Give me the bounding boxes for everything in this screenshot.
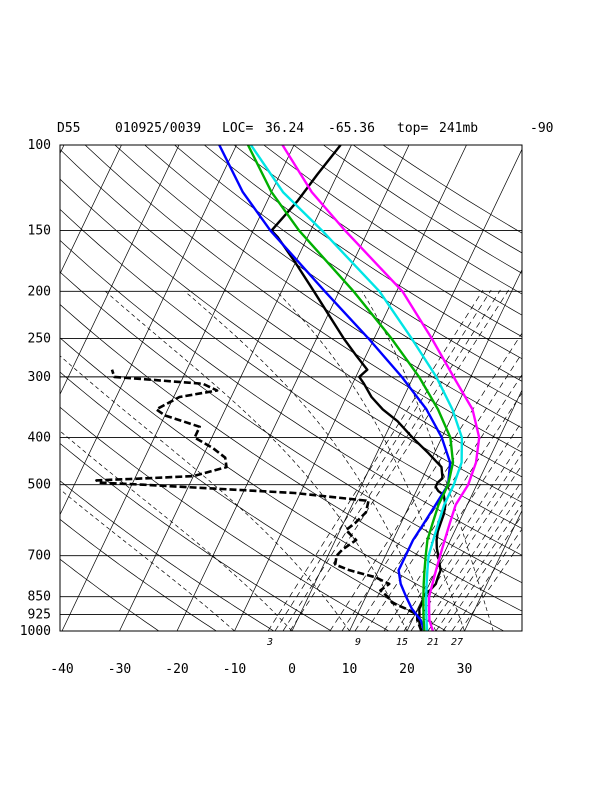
mixing-ratio-line [365, 392, 522, 631]
mixing-ratio-line [395, 440, 522, 631]
temperature-tick-label: 0 [288, 662, 296, 677]
isotherm-line [580, 145, 612, 631]
isotherm-line [406, 389, 522, 631]
mixing-ratio-line [410, 464, 522, 631]
pressure-tick-label: 1000 [20, 624, 51, 639]
dry-adiabat-line [60, 239, 522, 556]
moist-adiabat-line [60, 355, 350, 631]
pressure-tick-label: 100 [28, 138, 51, 153]
temperature-trace [270, 145, 447, 631]
mixing-ratio-line [354, 374, 522, 631]
pressure-tick-label: 400 [28, 431, 51, 446]
header-extra: -90 [530, 121, 553, 136]
isotherm-line [291, 148, 522, 631]
moist-adiabat-line [361, 291, 494, 631]
mixing-ratio-line [442, 514, 522, 631]
pressure-tick-label: 700 [28, 549, 51, 564]
isotherm-line [464, 509, 522, 631]
pressure-tick-label: 250 [28, 331, 51, 346]
pressure-tick-label: 850 [28, 590, 51, 605]
moist-adiabat-line [184, 291, 437, 631]
isotherm-line [521, 630, 522, 631]
dry-adiabat-line [60, 480, 275, 631]
isotherm-line [60, 145, 122, 275]
parcel-trace-blue [218, 145, 452, 631]
plot-frame [59, 144, 523, 632]
temperature-tick-label: -40 [50, 662, 73, 677]
parcel-trace-green [246, 145, 455, 631]
dry-adiabat-line [353, 145, 522, 254]
temperature-tick-label: -20 [165, 662, 188, 677]
temperature-tick-label: -10 [223, 662, 246, 677]
mixing-ratio-label: 15 [396, 637, 408, 648]
mixing-ratio-label: 9 [355, 637, 361, 648]
temperature-axis-labels: -40 -30 -20 -10 0 10 20 30 [50, 662, 472, 677]
isotherm-line [176, 145, 410, 631]
isotherm-line [234, 145, 467, 631]
moist-adiabat-line [60, 430, 293, 631]
moist-adiabat-line [105, 291, 408, 631]
dry-adiabat-line [60, 337, 505, 631]
isotherm-line [119, 145, 352, 631]
pressure-tick-label: 300 [28, 370, 51, 385]
background-grid [0, 145, 612, 631]
top-label: top= [397, 121, 428, 136]
dry-adiabat-line [60, 271, 522, 584]
dry-adiabat-line [144, 145, 522, 405]
temperature-tick-label: 10 [342, 662, 358, 677]
date-time: 010925/0039 [115, 121, 201, 136]
mixing-ratio-label: 3 [266, 637, 273, 648]
temperature-tick-label: 30 [457, 662, 473, 677]
temperature-tick-label: -30 [108, 662, 131, 677]
mixing-ratio-line [282, 289, 501, 631]
dry-adiabat-line [174, 145, 522, 382]
parcel-trace-cyan [249, 145, 464, 631]
dry-adiabat-line [84, 145, 522, 453]
dewpoint-trace [95, 369, 423, 631]
mixing-ratio-line [329, 332, 522, 631]
isotherm-line [61, 145, 295, 631]
pressure-tick-label: 150 [28, 224, 51, 239]
mixing-ratio-line [274, 289, 492, 631]
longitude: -65.36 [328, 121, 375, 136]
dry-adiabat-line [204, 145, 522, 360]
mixing-ratio-line [383, 420, 522, 631]
pressure-tick-label: 200 [28, 284, 51, 299]
dry-adiabat-line [323, 145, 522, 274]
moist-adiabat-line [60, 488, 235, 631]
dry-adiabat-line [60, 304, 522, 612]
mixing-ratio-labels: 3 9 15 21 27 [266, 637, 463, 648]
pressure-tick-label: 925 [28, 608, 51, 623]
mixing-ratio-line [403, 453, 522, 631]
dry-adiabat-line [382, 145, 522, 234]
dry-adiabat-line [60, 178, 522, 503]
mixing-ratio-line [289, 289, 509, 631]
isotherm-line [60, 145, 180, 396]
pressure-tick-label: 500 [28, 478, 51, 493]
temperature-tick-label: 20 [399, 662, 415, 677]
station-id: D55 [57, 121, 80, 136]
mixing-ratio-label: 27 [451, 637, 463, 648]
latitude: 36.24 [265, 121, 304, 136]
mixing-ratio-line [459, 540, 522, 631]
dry-adiabat-line [60, 443, 333, 631]
sounding-traces [95, 145, 481, 631]
dry-adiabat-line [60, 518, 218, 631]
mixing-ratio-label: 21 [427, 637, 439, 648]
chart-header: D55 010925/0039 LOC= 36.24 -65.36 top= 2… [57, 121, 553, 136]
mixing-ratio-line [267, 289, 484, 631]
isotherm-line [349, 268, 522, 631]
top-value: 241mb [439, 121, 478, 136]
dry-adiabat-line [114, 145, 522, 429]
dry-adiabat-line [60, 148, 522, 478]
loc-label: LOC= [222, 121, 253, 136]
dry-adiabat-line [60, 406, 390, 631]
isotherm-line [0, 145, 7, 631]
dry-adiabat-line [60, 208, 522, 529]
parcel-trace-magenta [281, 145, 481, 631]
dry-adiabat-line [60, 558, 160, 631]
